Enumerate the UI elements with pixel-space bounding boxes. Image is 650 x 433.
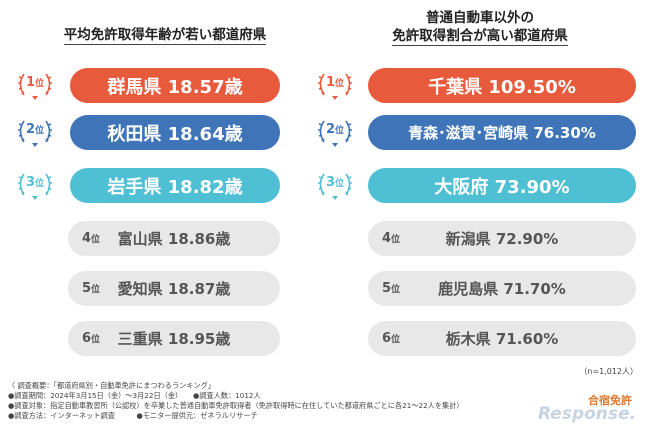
survey-footer: 〈 調査概要：「都道府県別・自動車免許にまつわるランキング」 ●調査期間：202… (8, 381, 464, 421)
left-label-3: 岩手県 18.82歳 (107, 176, 243, 198)
right-row-4: 4位 新潟県 72.90% (368, 221, 636, 256)
left-pill-2: 秋田県 18.64歳 (70, 115, 280, 150)
laurel-wreath-icon (318, 120, 352, 147)
footer-line-3: ●調査対象：指定自動車教習所（公認校）を卒業した普通自動車免許取得者（免許取得時… (8, 401, 464, 410)
laurel-wreath-icon (18, 120, 52, 147)
rank-label-5: 5位 (382, 281, 401, 296)
right-row-3: 3位 大阪府 73.90% (314, 168, 636, 203)
rank-label-2: 2位 (25, 122, 45, 137)
rank-label-3: 3位 (325, 175, 345, 190)
right-pill-6: 6位 栃木県 71.60% (368, 321, 636, 356)
footer-line-4: ●調査方法：インターネット調査 ●モニター提供元：ゼネラルリサーチ (8, 411, 258, 420)
left-pill-4: 4位 富山県 18.86歳 (68, 221, 280, 256)
left-label-5: 愛知県 18.87歳 (117, 280, 231, 298)
right-row-5: 5位 鹿児島県 71.70% (368, 271, 636, 306)
rank-label-3: 3位 (25, 175, 45, 190)
rank-label-6: 6位 (82, 331, 101, 346)
rank-label-4: 4位 (382, 231, 401, 246)
left-label-4: 富山県 18.86歳 (117, 230, 231, 248)
footer-line-1: 〈 調査概要：「都道府県別・自動車免許にまつわるランキング」 (8, 381, 215, 390)
left-label-6: 三重県 18.95歳 (117, 330, 231, 348)
rank-badge-1: 1位 (314, 68, 356, 103)
rank-label-2: 2位 (325, 122, 345, 137)
right-label-3: 大阪府 73.90% (434, 176, 570, 198)
rank-badge-2: 2位 (14, 115, 56, 150)
laurel-wreath-icon (18, 173, 52, 200)
right-row-6: 6位 栃木県 71.60% (368, 321, 636, 356)
left-row-6: 6位 三重県 18.95歳 (68, 321, 280, 356)
right-row-1: 1位 千葉県 109.50% (314, 68, 636, 103)
laurel-wreath-icon (318, 173, 352, 200)
left-column-title: 平均免許取得年齢が若い都道府県 (40, 26, 290, 45)
rank-label-4: 4位 (82, 231, 101, 246)
right-label-4: 新潟県 72.90% (445, 230, 559, 248)
rank-label-1: 1位 (325, 75, 345, 90)
left-label-2: 秋田県 18.64歳 (107, 123, 243, 145)
sample-size-note: （n=1,012人） (579, 367, 638, 376)
right-title-line1: 普通自動車以外の (426, 10, 534, 26)
left-title-text: 平均免許取得年齢が若い都道府県 (63, 27, 267, 45)
laurel-wreath-icon (318, 73, 352, 100)
left-row-5: 5位 愛知県 18.87歳 (68, 271, 280, 306)
rank-badge-1: 1位 (14, 68, 56, 103)
left-pill-5: 5位 愛知県 18.87歳 (68, 271, 280, 306)
left-row-2: 2位 秋田県 18.64歳 (14, 115, 280, 150)
rank-badge-3: 3位 (14, 168, 56, 203)
watermark: Response. (538, 404, 636, 424)
brand-logo: 合宿免許 (588, 394, 632, 407)
rank-label-5: 5位 (82, 281, 101, 296)
left-row-1: 1位 群馬県 18.57歳 (14, 68, 280, 103)
rank-badge-2: 2位 (314, 115, 356, 150)
left-pill-3: 岩手県 18.82歳 (70, 168, 280, 203)
right-label-6: 栃木県 71.60% (445, 330, 559, 348)
rank-label-6: 6位 (382, 331, 401, 346)
right-pill-5: 5位 鹿児島県 71.70% (368, 271, 636, 306)
left-row-4: 4位 富山県 18.86歳 (68, 221, 280, 256)
right-pill-2: 青森･滋賀･宮崎県 76.30% (368, 115, 636, 150)
left-row-3: 3位 岩手県 18.82歳 (14, 168, 280, 203)
right-label-2: 青森･滋賀･宮崎県 76.30% (408, 124, 596, 142)
right-row-2: 2位 青森･滋賀･宮崎県 76.30% (314, 115, 636, 150)
footer-line-2: ●調査期間：2024年3月15日（金）～3月22日（金） ●調査人数：1012人 (8, 391, 261, 400)
right-pill-4: 4位 新潟県 72.90% (368, 221, 636, 256)
left-label-1: 群馬県 18.57歳 (107, 76, 243, 98)
right-pill-1: 千葉県 109.50% (368, 68, 636, 103)
rank-label-1: 1位 (25, 75, 45, 90)
right-label-1: 千葉県 109.50% (428, 76, 576, 98)
left-pill-6: 6位 三重県 18.95歳 (68, 321, 280, 356)
right-title-line2: 免許取得割合が高い都道府県 (392, 28, 568, 46)
right-label-5: 鹿児島県 71.70% (438, 280, 566, 298)
rank-badge-3: 3位 (314, 168, 356, 203)
right-pill-3: 大阪府 73.90% (368, 168, 636, 203)
right-column-title: 普通自動車以外の 免許取得割合が高い都道府県 (355, 9, 605, 46)
laurel-wreath-icon (18, 73, 52, 100)
left-pill-1: 群馬県 18.57歳 (70, 68, 280, 103)
